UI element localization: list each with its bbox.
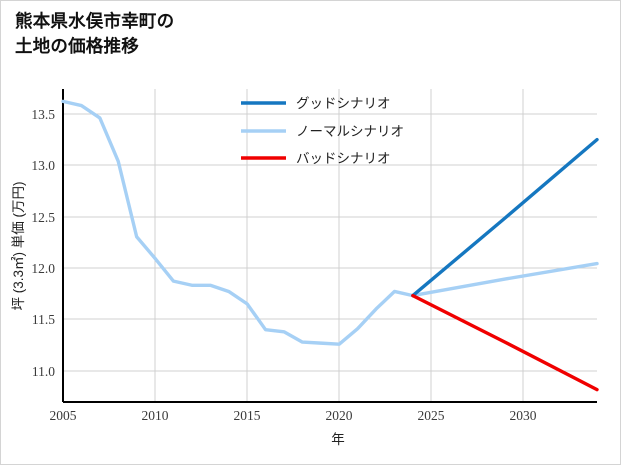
x-tick-label: 2010 <box>142 408 169 423</box>
legend-label-bad: バッドシナリオ <box>296 151 391 166</box>
x-tick-label: 2015 <box>234 408 261 423</box>
page-title: 熊本県水俣市幸町の 土地の価格推移 <box>15 11 175 56</box>
legend-label-good: グッドシナリオ <box>296 96 391 111</box>
series-line-good <box>411 137 599 298</box>
x-axis-title: 年 <box>331 432 345 447</box>
x-tick-label: 2030 <box>510 408 537 423</box>
legend-label-normal: ノーマルシナリオ <box>296 124 404 139</box>
series-group <box>61 99 599 392</box>
chart-legend: グッドシナリオ ノーマルシナリオ バッドシナリオ <box>241 96 404 166</box>
x-tick-label: 2020 <box>326 408 353 423</box>
y-axis-title: 坪 (3.3㎡) 単価 (万円) <box>11 181 26 310</box>
series-line-bad <box>411 293 599 392</box>
x-tick-label: 2005 <box>50 408 77 423</box>
y-tick-label: 13.5 <box>31 107 55 122</box>
x-tick-label: 2025 <box>418 408 445 423</box>
y-tick-label: 13.0 <box>31 158 55 173</box>
series-line-normal <box>61 99 599 346</box>
horizontal-gridlines <box>63 113 597 372</box>
y-tick-label: 11.5 <box>32 312 55 327</box>
x-axis-tick-labels: 2005 2010 2015 2020 2025 2030 <box>50 408 537 423</box>
y-tick-label: 12.5 <box>31 210 55 225</box>
vertical-gridlines <box>62 89 524 402</box>
y-tick-label: 12.0 <box>31 261 55 276</box>
y-tick-label: 11.0 <box>32 364 55 379</box>
y-axis-tick-labels: 11.0 11.5 12.0 12.5 13.0 13.5 <box>31 107 55 379</box>
